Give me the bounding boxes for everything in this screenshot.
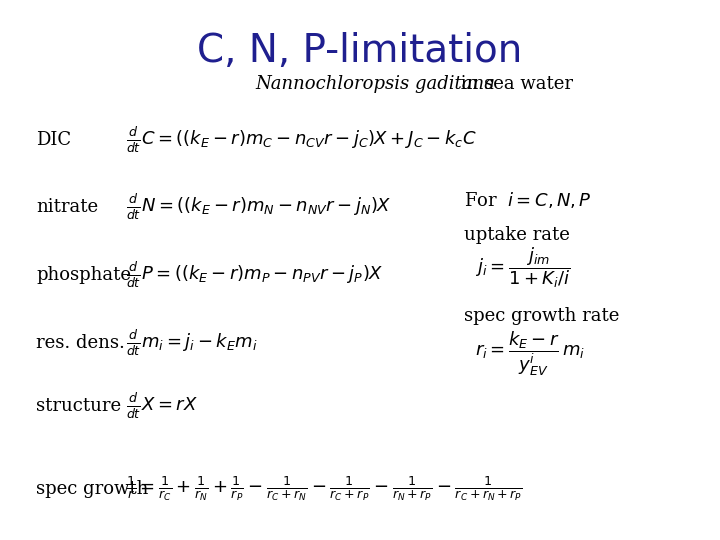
Text: $\frac{d}{dt}P = ((k_E - r)m_P - n_{PV}r - j_P)X$: $\frac{d}{dt}P = ((k_E - r)m_P - n_{PV}r… bbox=[126, 261, 383, 290]
Text: uptake rate: uptake rate bbox=[464, 226, 570, 244]
Text: $r_i = \dfrac{k_E - r}{y_{EV}^{i}}\, m_i$: $r_i = \dfrac{k_E - r}{y_{EV}^{i}}\, m_i… bbox=[475, 329, 585, 378]
Text: $\frac{1}{r} = \frac{1}{r_C} + \frac{1}{r_N} + \frac{1}{r_P} - \frac{1}{r_C + r_: $\frac{1}{r} = \frac{1}{r_C} + \frac{1}{… bbox=[126, 475, 523, 503]
Text: $j_i = \dfrac{j_{im}}{1 + K_i / i}$: $j_i = \dfrac{j_{im}}{1 + K_i / i}$ bbox=[475, 245, 571, 289]
Text: $\frac{d}{dt}m_i = j_i - k_E m_i$: $\frac{d}{dt}m_i = j_i - k_E m_i$ bbox=[126, 328, 258, 357]
Text: spec growth: spec growth bbox=[36, 480, 148, 498]
Text: res. dens.: res. dens. bbox=[36, 334, 125, 352]
Text: $\frac{d}{dt}N = ((k_E - r)m_N - n_{NV}r - j_N)X$: $\frac{d}{dt}N = ((k_E - r)m_N - n_{NV}r… bbox=[126, 192, 391, 221]
Text: structure: structure bbox=[36, 397, 121, 415]
Text: in sea water: in sea water bbox=[455, 75, 573, 93]
Text: $\frac{d}{dt}C = ((k_E - r)m_C - n_{CV}r - j_C)X + J_C - k_c C$: $\frac{d}{dt}C = ((k_E - r)m_C - n_{CV}r… bbox=[126, 126, 477, 155]
Text: spec growth rate: spec growth rate bbox=[464, 307, 620, 325]
Text: DIC: DIC bbox=[36, 131, 71, 150]
Text: Nannochloropsis gaditana: Nannochloropsis gaditana bbox=[256, 75, 495, 93]
Text: $\frac{d}{dt}X = rX$: $\frac{d}{dt}X = rX$ bbox=[126, 392, 198, 421]
Text: phosphate: phosphate bbox=[36, 266, 131, 285]
Text: C, N, P-limitation: C, N, P-limitation bbox=[197, 32, 523, 70]
Text: For  $i = C, N, P$: For $i = C, N, P$ bbox=[464, 190, 592, 210]
Text: nitrate: nitrate bbox=[36, 198, 98, 216]
